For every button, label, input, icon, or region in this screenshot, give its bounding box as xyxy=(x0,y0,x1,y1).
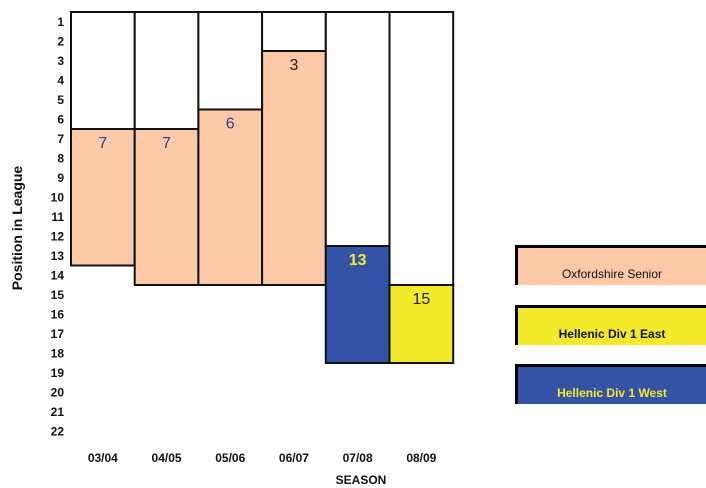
x-tick-07-08: 07/08 xyxy=(343,451,373,465)
y-tick-1: 1 xyxy=(57,15,64,29)
bar-05-06 xyxy=(197,108,264,286)
column-frame-07-08 xyxy=(324,11,391,247)
data-label-03-04: 7 xyxy=(98,135,107,152)
x-tick-05-06: 05/06 xyxy=(215,451,245,465)
x-tick-08-09: 08/09 xyxy=(406,451,436,465)
column-frame-03-04 xyxy=(70,11,136,130)
bar-08-09 xyxy=(388,284,455,364)
y-tick-18: 18 xyxy=(51,346,65,360)
x-tick-03-04: 03/04 xyxy=(88,451,118,465)
y-tick-2: 2 xyxy=(57,34,64,48)
bar-04-05 xyxy=(133,128,200,286)
y-tick-6: 6 xyxy=(57,112,64,126)
bar-03-04 xyxy=(70,128,136,267)
column-frame-04-05 xyxy=(133,11,200,130)
y-tick-13: 13 xyxy=(51,249,65,263)
legend-item-hellenic-div-1-west: Hellenic Div 1 West xyxy=(515,364,706,404)
y-tick-9: 9 xyxy=(57,171,64,185)
column-frame-05-06 xyxy=(197,11,264,111)
data-label-04-05: 7 xyxy=(162,135,171,152)
legend-item-oxfordshire-senior: Oxfordshire Senior xyxy=(515,245,706,285)
legend-label-oxfordshire-senior: Oxfordshire Senior xyxy=(561,267,663,281)
legend-label-hellenic-div-1-east: Hellenic Div 1 East xyxy=(558,327,666,341)
data-label-08-09: 15 xyxy=(412,291,430,308)
y-tick-20: 20 xyxy=(51,385,65,399)
bar-07-08 xyxy=(324,245,391,364)
y-tick-16: 16 xyxy=(51,307,65,321)
y-tick-4: 4 xyxy=(57,73,64,87)
y-tick-11: 11 xyxy=(51,210,64,224)
bars-layer: 7 7 6 3 13 15 xyxy=(70,11,455,364)
y-tick-22: 22 xyxy=(51,424,65,438)
bar-06-07 xyxy=(261,50,327,286)
column-frame-08-09 xyxy=(388,11,455,286)
data-label-06-07: 3 xyxy=(289,57,298,74)
y-tick-10: 10 xyxy=(51,190,65,204)
legend-label-hellenic-div-1-west: Hellenic Div 1 West xyxy=(557,386,667,400)
y-axis-title: Position in League xyxy=(9,166,25,291)
y-tick-5: 5 xyxy=(57,93,64,107)
legend-item-hellenic-div-1-east: Hellenic Div 1 East xyxy=(515,305,706,345)
column-frame-06-07 xyxy=(261,11,327,52)
y-tick-15: 15 xyxy=(51,288,65,302)
y-tick-8: 8 xyxy=(57,151,64,165)
y-tick-12: 12 xyxy=(51,229,65,243)
data-label-07-08: 13 xyxy=(349,252,367,269)
y-tick-3: 3 xyxy=(57,54,64,68)
data-label-05-06: 6 xyxy=(226,116,235,133)
x-tick-06-07: 06/07 xyxy=(279,451,309,465)
y-tick-21: 21 xyxy=(51,405,65,419)
y-tick-7: 7 xyxy=(57,132,64,146)
y-tick-19: 19 xyxy=(51,366,65,380)
x-tick-04-05: 04/05 xyxy=(152,451,182,465)
x-axis-title: SEASON xyxy=(336,473,387,487)
y-tick-17: 17 xyxy=(51,327,65,341)
y-tick-14: 14 xyxy=(51,268,65,282)
ticks-layer: 03/04 04/05 05/06 06/07 07/08 08/091234567891… xyxy=(51,15,437,465)
